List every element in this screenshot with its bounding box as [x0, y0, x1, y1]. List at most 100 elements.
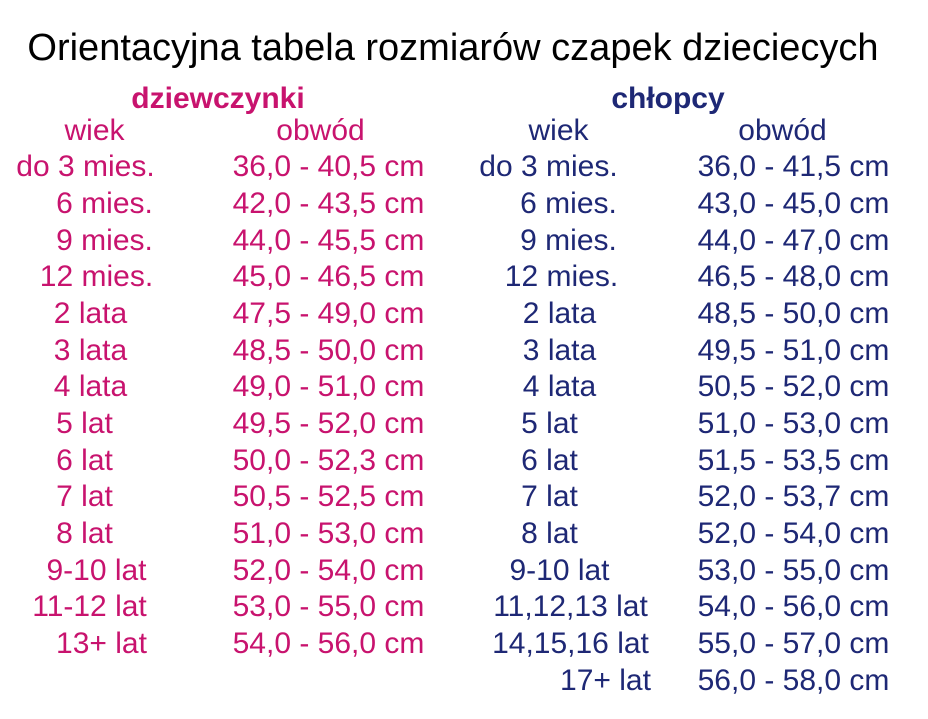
age-cell: 14,15,16 lat — [492, 627, 649, 661]
circumference-cell: 43,0 - 45,0 cm — [697, 186, 890, 220]
age-cell: 17+ lat — [560, 663, 651, 697]
circumference-cell: 52,0 - 54,0 cm — [697, 517, 890, 551]
table-row: 6 lat 51,5 - 53,5 cm — [464, 443, 928, 480]
age-cell: 6 lat — [56, 443, 113, 477]
table-row: 9-10 lat 53,0 - 55,0 cm — [464, 553, 928, 590]
circumference-cell: 45,0 - 46,5 cm — [232, 260, 425, 294]
table-row: 3 lata 49,5 - 51,0 cm — [464, 333, 928, 370]
age-column-header: wiek — [64, 114, 125, 147]
table-row: 14,15,16 lat 55,0 - 57,0 cm — [464, 626, 928, 663]
age-cell: 6 lat — [521, 443, 578, 477]
age-cell: 4 lata — [53, 370, 128, 404]
girls-column-headers: wiek obwód — [0, 113, 464, 149]
age-cell: 13+ lat — [56, 627, 147, 661]
circumference-cell: 51,0 - 53,0 cm — [697, 407, 890, 440]
boys-column-headers: wiek obwód — [464, 113, 928, 149]
age-cell: 9-10 lat — [509, 553, 610, 587]
age-cell: 5 lat — [56, 407, 113, 440]
age-cell: 4 lata — [522, 370, 597, 404]
circumference-cell: 49,0 - 51,0 cm — [232, 370, 425, 404]
circumference-cell: 53,0 - 55,0 cm — [697, 553, 890, 587]
age-cell: 6 mies. — [520, 186, 617, 220]
circumference-cell: 54,0 - 56,0 cm — [232, 627, 425, 661]
table-row: 6 mies. 43,0 - 45,0 cm — [464, 186, 928, 223]
circumference-cell: 36,0 - 40,5 cm — [232, 150, 425, 184]
age-cell: 11,12,13 lat — [493, 590, 648, 624]
table-row: 8 lat 51,0 - 53,0 cm — [0, 516, 464, 553]
age-cell: 8 lat — [521, 517, 578, 551]
age-cell: 2 lata — [53, 296, 128, 330]
circumference-cell: 48,5 - 50,0 cm — [232, 333, 425, 367]
age-cell: 3 lata — [522, 333, 597, 367]
table-row: 5 lat 51,0 - 53,0 cm — [464, 406, 928, 443]
age-cell: 12 mies. — [39, 260, 154, 294]
age-cell: 12 mies. — [504, 260, 619, 294]
age-cell: 6 mies. — [56, 186, 153, 220]
circumference-cell: 49,5 - 52,0 cm — [232, 407, 425, 440]
age-cell: 7 lat — [521, 480, 578, 514]
girls-section-title: dziewczynki — [131, 82, 305, 115]
circumference-cell: 42,0 - 43,5 cm — [232, 186, 425, 220]
boys-table-rows: do 3 mies. 36,0 - 41,5 cm 6 mies. 43,0 -… — [464, 149, 928, 699]
table-row: 3 lata 48,5 - 50,0 cm — [0, 333, 464, 370]
table-row: 7 lat 50,5 - 52,5 cm — [0, 479, 464, 516]
age-cell: 9-10 lat — [46, 553, 147, 587]
age-cell: 9 mies. — [56, 223, 153, 257]
table-row: 9 mies. 44,0 - 45,5 cm — [0, 223, 464, 260]
circumference-cell: 48,5 - 50,0 cm — [697, 296, 890, 330]
table-row: 11,12,13 lat 54,0 - 56,0 cm — [464, 589, 928, 626]
age-cell: 7 lat — [56, 480, 113, 514]
table-row: 12 mies. 45,0 - 46,5 cm — [0, 259, 464, 296]
circumference-cell: 56,0 - 58,0 cm — [697, 663, 890, 697]
circumference-cell: 54,0 - 56,0 cm — [697, 590, 890, 624]
girls-table-rows: do 3 mies. 36,0 - 40,5 cm 6 mies. 42,0 -… — [0, 149, 464, 663]
age-cell: 8 lat — [56, 517, 113, 551]
age-cell: 9 mies. — [520, 223, 617, 257]
table-row: 8 lat 52,0 - 54,0 cm — [464, 516, 928, 553]
table-row: 4 lata 49,0 - 51,0 cm — [0, 369, 464, 406]
age-column-header: wiek — [528, 114, 589, 147]
age-cell: 5 lat — [521, 407, 578, 440]
age-cell: do 3 mies. — [16, 150, 155, 184]
table-row: do 3 mies. 36,0 - 41,5 cm — [464, 149, 928, 186]
circumference-cell: 36,0 - 41,5 cm — [697, 150, 890, 184]
circumference-cell: 52,0 - 54,0 cm — [232, 553, 425, 587]
table-row: 12 mies. 46,5 - 48,0 cm — [464, 259, 928, 296]
circumference-cell: 51,5 - 53,5 cm — [697, 443, 890, 477]
table-row: 6 mies. 42,0 - 43,5 cm — [0, 186, 464, 223]
table-row: 6 lat 50,0 - 52,3 cm — [0, 443, 464, 480]
table-row: 4 lata 50,5 - 52,0 cm — [464, 369, 928, 406]
circumference-cell: 55,0 - 57,0 cm — [697, 627, 890, 661]
boys-section: chłopcy wiek obwód do 3 mies. 36,0 - 41,… — [464, 0, 928, 719]
table-row: 7 lat 52,0 - 53,7 cm — [464, 479, 928, 516]
circumference-cell: 51,0 - 53,0 cm — [232, 517, 425, 551]
table-row: 13+ lat 54,0 - 56,0 cm — [0, 626, 464, 663]
circumference-cell: 53,0 - 55,0 cm — [232, 590, 425, 624]
circumference-cell: 44,0 - 47,0 cm — [697, 223, 890, 257]
circumference-cell: 50,0 - 52,3 cm — [232, 443, 425, 477]
table-row: 9 mies. 44,0 - 47,0 cm — [464, 223, 928, 260]
circumference-cell: 46,5 - 48,0 cm — [697, 260, 890, 294]
circumference-column-header: obwód — [276, 114, 365, 147]
age-cell: 11-12 lat — [32, 590, 147, 624]
circumference-column-header: obwód — [738, 114, 827, 147]
age-cell: 2 lata — [522, 296, 597, 330]
girls-section: dziewczynki wiek obwód do 3 mies. 36,0 -… — [0, 82, 464, 663]
table-row: 11-12 lat 53,0 - 55,0 cm — [0, 589, 464, 626]
circumference-cell: 44,0 - 45,5 cm — [232, 223, 425, 257]
page-title: Orientacyjna tabela rozmiarów czapek dzi… — [27, 27, 879, 69]
boys-section-title: chłopcy — [611, 82, 725, 115]
circumference-cell: 49,5 - 51,0 cm — [697, 333, 890, 367]
circumference-cell: 52,0 - 53,7 cm — [697, 480, 890, 514]
table-row: 5 lat 49,5 - 52,0 cm — [0, 406, 464, 443]
age-cell: 3 lata — [53, 333, 128, 367]
circumference-cell: 50,5 - 52,5 cm — [232, 480, 425, 514]
table-row: 17+ lat 56,0 - 58,0 cm — [464, 663, 928, 700]
circumference-cell: 47,5 - 49,0 cm — [232, 296, 425, 330]
age-cell: do 3 mies. — [479, 150, 618, 184]
circumference-cell: 50,5 - 52,0 cm — [697, 370, 890, 404]
table-row: 2 lata 47,5 - 49,0 cm — [0, 296, 464, 333]
table-row: 2 lata 48,5 - 50,0 cm — [464, 296, 928, 333]
table-row: 9-10 lat 52,0 - 54,0 cm — [0, 553, 464, 590]
